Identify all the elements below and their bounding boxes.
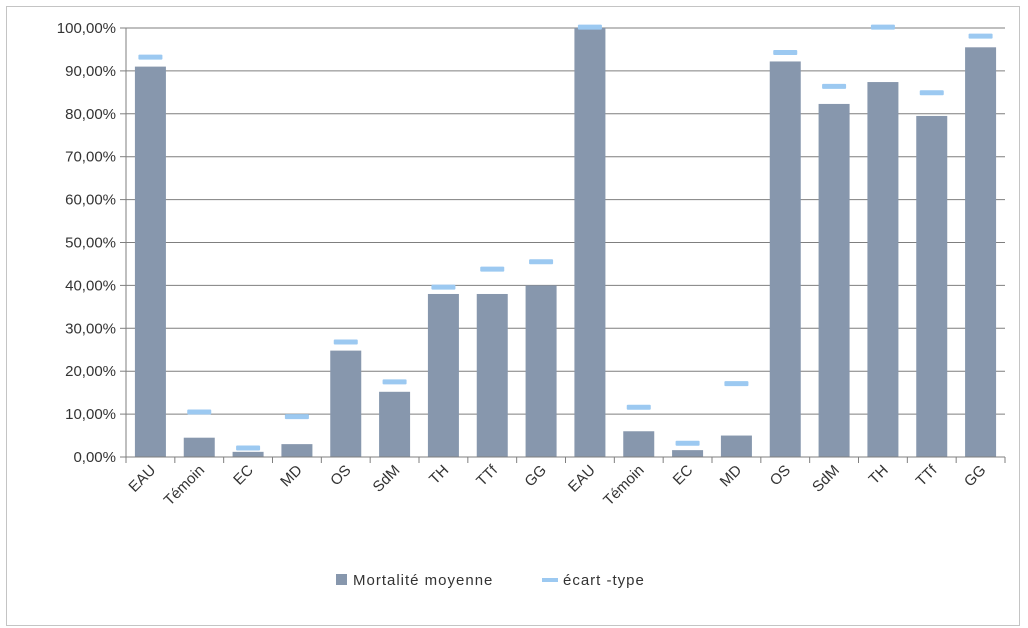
- bar: [672, 450, 704, 457]
- bar: [769, 61, 801, 457]
- x-tick-label: EAU: [565, 462, 599, 496]
- x-tick-label: EC: [670, 462, 697, 489]
- y-tick-label: 90,00%: [65, 63, 116, 80]
- bar: [183, 437, 215, 457]
- bar: [379, 391, 411, 457]
- x-tick-label: TH: [426, 462, 452, 488]
- y-tick-label: 80,00%: [65, 106, 116, 123]
- x-tick-label: EAU: [125, 462, 159, 496]
- bar: [525, 285, 557, 457]
- error-marker: [284, 414, 309, 420]
- x-tick-label: TH: [866, 462, 892, 488]
- x-tick-label: GG: [521, 462, 550, 491]
- y-tick-label: 100,00%: [57, 20, 116, 37]
- bar: [623, 431, 655, 457]
- bars: [134, 28, 997, 458]
- x-tick-label: MD: [717, 462, 746, 491]
- x-tick-label: OS: [327, 462, 354, 489]
- y-tick-label: 0,00%: [73, 449, 116, 466]
- x-tick-label: GG: [961, 462, 990, 491]
- bar: [232, 451, 264, 457]
- bar: [134, 66, 166, 458]
- x-tick-label: Témoin: [161, 462, 208, 509]
- y-tick-label: 50,00%: [65, 235, 116, 252]
- error-marker: [968, 33, 993, 39]
- bar: [867, 82, 899, 457]
- legend-swatch-bar: [336, 574, 347, 585]
- gridlines: [126, 27, 1005, 415]
- error-marker: [626, 404, 651, 410]
- error-marker: [724, 381, 749, 387]
- y-tick-label: 60,00%: [65, 192, 116, 209]
- error-marker: [236, 445, 261, 451]
- bar: [965, 47, 997, 458]
- axes: [120, 27, 1006, 463]
- legend-label-bar: Mortalité moyenne: [353, 572, 493, 589]
- x-tick-label: Témoin: [600, 462, 647, 509]
- error-marker: [187, 409, 212, 415]
- error-marker: [870, 24, 895, 30]
- bar: [916, 115, 948, 457]
- bar: [720, 435, 752, 457]
- legend: Mortalité moyenne écart -type: [336, 572, 645, 589]
- bar: [574, 28, 606, 457]
- x-tick-label: MD: [277, 462, 306, 491]
- x-tick-label: OS: [767, 462, 794, 489]
- error-marker: [382, 379, 407, 385]
- x-tick-label: SdM: [809, 462, 843, 496]
- x-tick-label: TTf: [913, 461, 942, 490]
- error-marker: [529, 259, 554, 265]
- chart-frame: [6, 6, 1020, 626]
- y-tick-label: 40,00%: [65, 277, 116, 294]
- y-tick-label: 70,00%: [65, 149, 116, 166]
- error-marker: [675, 440, 700, 446]
- bar: [818, 103, 850, 458]
- x-tick-label: EC: [230, 462, 257, 489]
- x-tick-label: SdM: [370, 462, 404, 496]
- error-marker: [773, 49, 798, 55]
- y-tick-label: 30,00%: [65, 320, 116, 337]
- x-tick-labels: EAU Témoin EC MD OS SdM TH TTf GG EAU Témoin EC MD OS…: [125, 461, 989, 509]
- legend-swatch-marker: [542, 578, 558, 582]
- error-marker: [822, 83, 847, 89]
- y-tick-label: 10,00%: [65, 406, 116, 423]
- error-marker: [138, 54, 163, 60]
- error-marker: [333, 339, 358, 345]
- bar: [281, 444, 313, 457]
- error-marker: [431, 284, 456, 290]
- legend-label-marker: écart -type: [563, 572, 645, 589]
- error-marker: [577, 24, 602, 30]
- bar: [476, 293, 508, 457]
- bar: [427, 293, 459, 457]
- error-marker: [919, 90, 944, 96]
- y-tick-label: 20,00%: [65, 363, 116, 380]
- error-marker: [480, 266, 505, 272]
- bar: [330, 350, 362, 457]
- x-tick-label: TTf: [473, 461, 502, 490]
- y-tick-labels: 0,00% 10,00% 20,00% 30,00% 40,00% 50,00% 60,00…: [57, 20, 116, 466]
- error-markers: [138, 24, 993, 451]
